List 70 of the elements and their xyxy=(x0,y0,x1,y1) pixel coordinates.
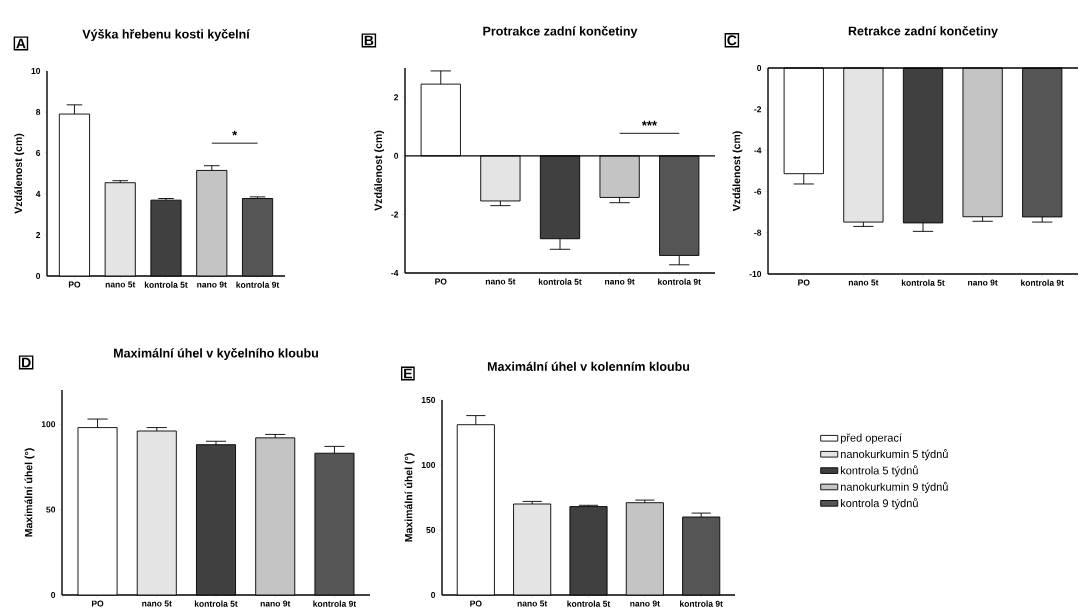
y-tick-label: 0 xyxy=(431,591,436,598)
chart-title: Protrakce zadní končetiny xyxy=(483,26,638,38)
text: E xyxy=(404,368,412,379)
x-tick-label: PO xyxy=(91,600,104,607)
legend-label: kontrola 9 týdnů xyxy=(840,498,918,510)
y-tick-label: -2 xyxy=(391,211,399,218)
x-tick-label: kontrola 9t xyxy=(313,600,357,607)
y-tick-label: -2 xyxy=(754,106,762,113)
x-tick-label: kontrola 5t xyxy=(194,600,238,607)
y-tick-label: 8 xyxy=(36,108,41,115)
x-tick-label: nano 5t xyxy=(517,600,548,607)
y-tick-label: 0 xyxy=(51,591,56,598)
x-tick-label: kontrola 5t xyxy=(901,279,945,286)
y-tick-label: 0 xyxy=(394,152,399,159)
legend-label: nanokurkumin 5 týdnů xyxy=(840,449,948,461)
text: C xyxy=(727,35,737,46)
y-tick-label: 6 xyxy=(36,149,41,156)
x-tick-label: kontrola 5t xyxy=(538,278,582,285)
y-tick-label: 10 xyxy=(31,67,41,74)
y-tick-label: 4 xyxy=(35,191,41,197)
y-tick-label: -10 xyxy=(749,270,762,277)
legend-label: před operací xyxy=(840,433,902,444)
y-axis-title: Vzdálenost (cm) xyxy=(732,131,743,212)
chart-title: Retrakce zadní končetiny xyxy=(848,25,998,38)
y-tick-label: 50 xyxy=(426,526,436,533)
x-tick-label: nano 5t xyxy=(105,281,136,288)
text: D xyxy=(22,357,31,368)
y-axis-title: Vzdálenost (cm) xyxy=(14,133,25,214)
y-axis-title: Vzdálenost (cm) xyxy=(374,130,385,211)
y-tick-label: 100 xyxy=(421,461,436,468)
text: B xyxy=(364,35,374,46)
chart-title: Maximální úhel v kyčelního kloubu xyxy=(114,348,318,360)
x-tick-label: kontrola 9t xyxy=(658,278,701,285)
legend-label: nanokurkumin 9 týdnů xyxy=(840,481,948,493)
y-tick-label: 0 xyxy=(757,64,762,71)
x-tick-label: PO xyxy=(470,600,482,607)
y-tick-label: 100 xyxy=(41,421,56,428)
x-tick-label: nano 9t xyxy=(260,600,291,607)
y-tick-label: -6 xyxy=(754,188,762,195)
y-tick-label: 150 xyxy=(421,396,436,403)
y-axis-title: Maximální úhel (°) xyxy=(24,448,35,537)
y-tick-label: -8 xyxy=(754,229,762,236)
x-tick-label: kontrola 9t xyxy=(1021,279,1064,286)
y-tick-label: 0 xyxy=(36,272,41,279)
x-tick-label: PO xyxy=(68,281,81,288)
x-tick-label: kontrola 9t xyxy=(236,281,280,288)
x-tick-label: nano 9t xyxy=(968,279,998,286)
annotation: * xyxy=(232,130,238,136)
x-tick-label: nano 9t xyxy=(630,600,660,607)
y-tick-label: 2 xyxy=(394,94,399,101)
x-tick-label: nano 9t xyxy=(605,278,635,285)
x-tick-label: nano 9t xyxy=(197,281,227,288)
y-axis-title: Maximální úhel (°) xyxy=(404,453,415,542)
text: A xyxy=(16,38,26,49)
x-tick-label: nano 5t xyxy=(848,279,879,286)
x-tick-label: nano 5t xyxy=(485,278,516,285)
y-tick-label: 50 xyxy=(46,506,56,513)
chart-title: Maximální úhel v kolenním kloubu xyxy=(487,361,690,371)
x-tick-label: kontrola 5t xyxy=(144,281,188,288)
x-tick-label: nano 5t xyxy=(142,600,172,607)
x-tick-label: kontrola 9t xyxy=(680,600,723,607)
y-tick-label: -4 xyxy=(754,147,762,154)
annotation: *** xyxy=(641,120,657,126)
x-tick-label: PO xyxy=(798,279,810,286)
x-tick-label: kontrola 5t xyxy=(567,600,611,607)
legend-label: kontrola 5 týdnů xyxy=(840,465,918,477)
y-tick-label: 2 xyxy=(36,232,41,238)
y-tick-label: -4 xyxy=(391,270,399,276)
x-tick-label: PO xyxy=(435,278,447,285)
chart-title: Výška hřebenu kosti kyčelní xyxy=(82,29,251,41)
